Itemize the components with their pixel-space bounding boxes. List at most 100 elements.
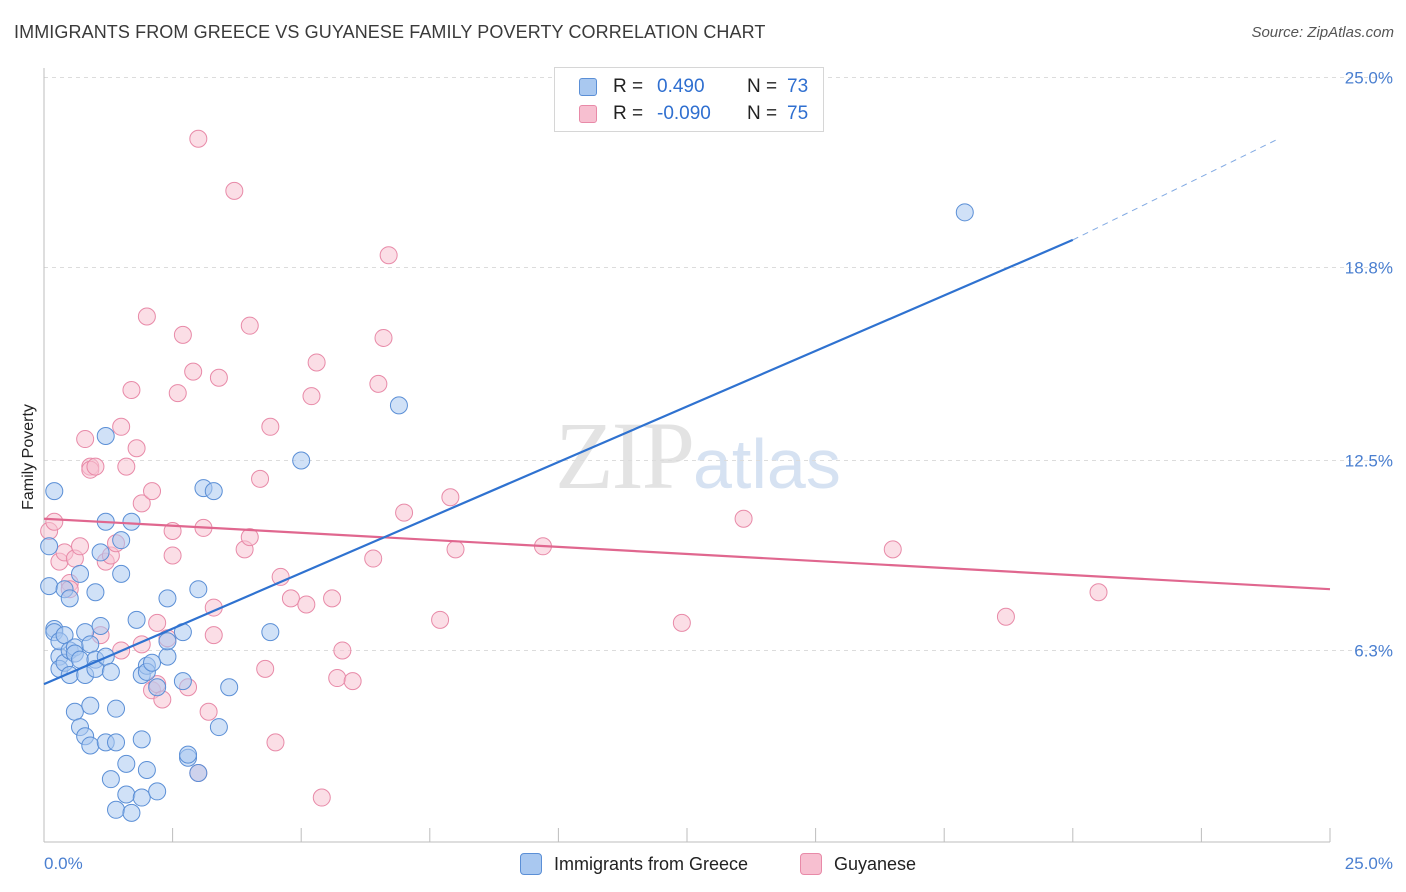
data-point-guyanese (374, 328, 393, 347)
data-point-guyanese (328, 669, 347, 688)
data-point-guyanese (225, 181, 244, 200)
axes (43, 68, 1331, 843)
legend-n-label: N = (747, 76, 778, 97)
bottom-legend-label-greece: Immigrants from Greece (554, 853, 749, 874)
data-point-guyanese (333, 641, 352, 660)
data-point-greece (40, 577, 59, 596)
data-point-greece (112, 564, 131, 583)
data-point-guyanese (86, 457, 105, 476)
legend-r-value: 0.490 (657, 76, 705, 97)
data-point-guyanese (199, 702, 218, 721)
stats-legend: R = 0.490 N = 73 R = -0.090 N = 75 (554, 67, 824, 132)
data-point-greece (101, 770, 120, 789)
bottom-legend-greece[interactable]: Immigrants from Greece (520, 852, 748, 876)
data-point-guyanese (343, 672, 362, 691)
grid-lines (44, 77, 1392, 651)
data-point-greece (389, 396, 408, 415)
y-tick-label: 12.5% (1345, 452, 1393, 471)
data-point-greece (71, 564, 90, 583)
data-point-guyanese (137, 307, 156, 326)
watermark: ZIPatlas (555, 400, 841, 511)
data-point-greece (148, 782, 167, 801)
data-point-guyanese (672, 613, 691, 632)
data-point-greece (158, 632, 177, 651)
data-point-guyanese (148, 613, 167, 632)
data-point-greece (81, 696, 100, 715)
data-point-greece (158, 647, 177, 666)
data-point-guyanese (204, 626, 223, 645)
data-point-guyanese (256, 659, 275, 678)
data-point-greece (101, 662, 120, 681)
data-point-guyanese (996, 607, 1015, 626)
data-point-greece (132, 730, 151, 749)
data-point-guyanese (168, 384, 187, 403)
data-point-greece (148, 678, 167, 697)
data-point-greece (112, 531, 131, 550)
data-point-guyanese (281, 589, 300, 608)
data-point-guyanese (240, 316, 259, 335)
data-point-greece (60, 589, 79, 608)
data-point-guyanese (323, 589, 342, 608)
legend-n-value: 73 (787, 76, 809, 97)
bottom-legend-swatch-greece (520, 853, 542, 875)
data-point-guyanese (734, 509, 753, 528)
bottom-legend-swatch-guyanese (800, 853, 822, 875)
data-point-greece (81, 635, 100, 654)
data-point-greece (127, 610, 146, 629)
data-point-guyanese (297, 595, 316, 614)
data-point-greece (955, 203, 974, 222)
data-point-guyanese (266, 733, 285, 752)
data-point-guyanese (71, 537, 90, 556)
data-point-guyanese (127, 439, 146, 458)
data-point-greece (96, 426, 115, 445)
data-point-greece (143, 653, 162, 672)
data-point-greece (261, 623, 280, 642)
y-tick-label: 25.0% (1345, 69, 1393, 88)
data-point-guyanese (1089, 583, 1108, 602)
bottom-legend-label-guyanese: Guyanese (834, 853, 917, 874)
y-tick-label: 18.8% (1345, 258, 1393, 277)
data-point-guyanese (240, 528, 259, 547)
data-point-greece (117, 785, 136, 804)
legend-r-value: -0.090 (657, 103, 711, 124)
data-point-guyanese (369, 374, 388, 393)
data-point-guyanese (132, 494, 151, 513)
data-point-greece (81, 736, 100, 755)
data-point-guyanese (441, 488, 460, 507)
legend-n-label: N = (747, 103, 778, 124)
bottom-legend-guyanese[interactable]: Guyanese (800, 852, 916, 876)
data-point-greece (122, 512, 141, 531)
series-guyanese-points (40, 129, 1108, 807)
data-point-guyanese (446, 540, 465, 559)
data-point-greece (86, 583, 105, 602)
trendline-greece (43, 238, 1074, 686)
data-point-guyanese (112, 417, 131, 436)
trend-lines (43, 138, 1331, 686)
data-point-guyanese (251, 469, 270, 488)
data-point-greece (107, 800, 126, 819)
data-point-greece (122, 803, 141, 822)
watermark-zip: ZIP (555, 402, 695, 509)
data-point-guyanese (189, 129, 208, 148)
data-point-guyanese (302, 387, 321, 406)
legend-row-guyanese: R = -0.090 N = 75 (579, 101, 808, 127)
data-point-greece (45, 482, 64, 501)
legend-n-value: 75 (787, 103, 809, 124)
legend-r-label: R = (613, 103, 644, 124)
data-point-greece (209, 718, 228, 737)
x-tick-label: 0.0% (44, 854, 83, 873)
data-point-guyanese (76, 430, 95, 449)
data-point-guyanese (364, 549, 383, 568)
data-point-guyanese (143, 482, 162, 501)
data-point-greece (179, 745, 198, 764)
legend-swatch-greece (579, 78, 597, 96)
data-point-greece (117, 754, 136, 773)
legend-r-label: R = (613, 76, 644, 97)
series-greece-points (40, 203, 974, 822)
x-tick-label: 25.0% (1345, 854, 1393, 873)
legend-row-greece: R = 0.490 N = 73 (579, 74, 808, 100)
data-point-guyanese (209, 368, 228, 387)
data-point-greece (173, 672, 192, 691)
data-point-greece (292, 451, 311, 470)
